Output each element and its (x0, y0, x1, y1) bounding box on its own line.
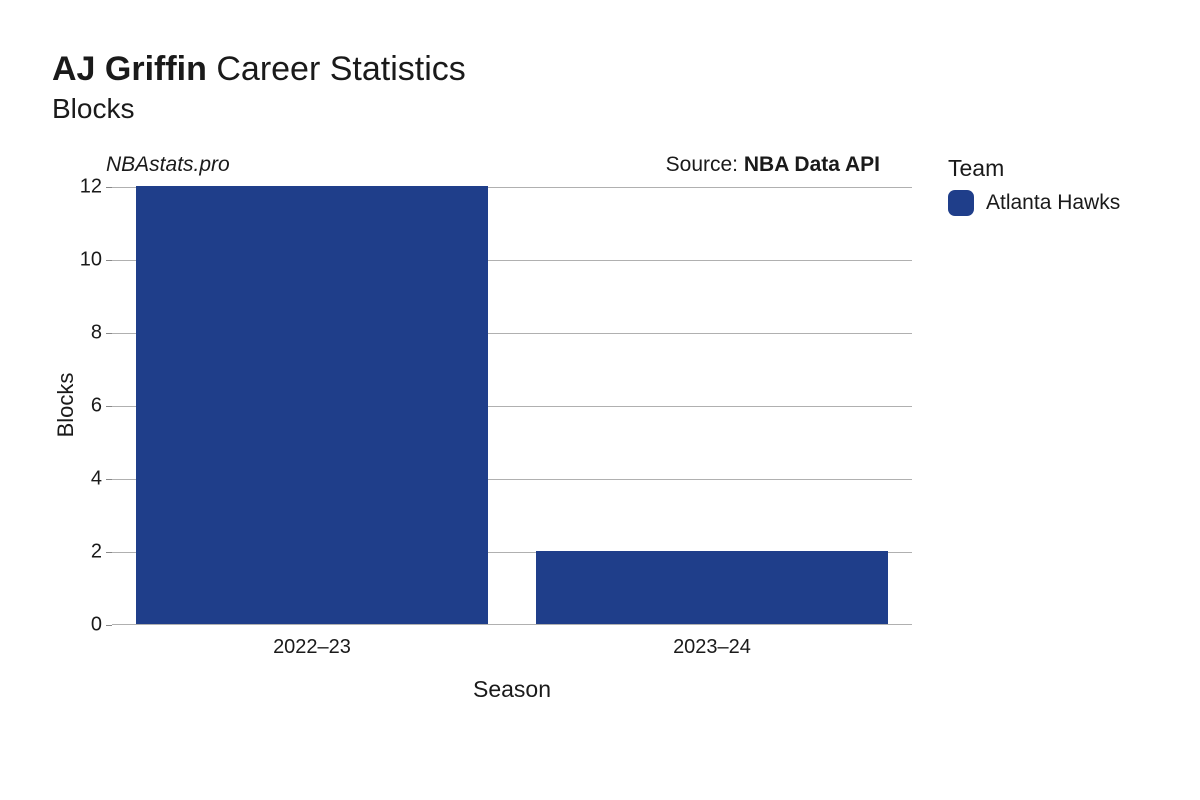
y-tick-mark (106, 260, 112, 261)
plot-wrap: Blocks Season 0246810122022–232023–24 Te… (52, 187, 1170, 727)
y-tick-label: 10 (62, 248, 102, 271)
chart-container: AJ Griffin Career Statistics Blocks NBAs… (0, 0, 1200, 757)
source-name: NBA Data API (744, 153, 880, 176)
x-axis-label: Season (473, 676, 551, 703)
bar (536, 551, 888, 624)
watermark: NBAstats.pro (106, 153, 230, 177)
bar (136, 186, 488, 624)
y-tick-mark (106, 406, 112, 407)
chart-title: AJ Griffin Career Statistics (52, 48, 1170, 91)
x-tick-label: 2022–23 (273, 636, 351, 659)
y-tick-mark (106, 479, 112, 480)
title-player-name: AJ Griffin (52, 50, 207, 88)
title-suffix: Career Statistics (207, 50, 466, 88)
source-attribution: Source: NBA Data API (666, 153, 880, 177)
plot-area: Blocks Season 0246810122022–232023–24 (112, 187, 912, 625)
y-tick-label: 8 (62, 321, 102, 344)
source-prefix: Source: (666, 153, 744, 176)
legend-title: Team (948, 155, 1120, 182)
y-tick-mark (106, 187, 112, 188)
y-tick-label: 2 (62, 540, 102, 563)
legend-label: Atlanta Hawks (986, 191, 1120, 215)
x-tick-label: 2023–24 (673, 636, 751, 659)
y-tick-label: 4 (62, 467, 102, 490)
y-tick-mark (106, 625, 112, 626)
legend: Team Atlanta Hawks (948, 155, 1120, 216)
legend-swatch (948, 190, 974, 216)
y-tick-label: 6 (62, 394, 102, 417)
chart-subtitle: Blocks (52, 93, 1170, 125)
y-tick-label: 12 (62, 175, 102, 198)
legend-item: Atlanta Hawks (948, 190, 1120, 216)
y-tick-mark (106, 333, 112, 334)
y-tick-label: 0 (62, 613, 102, 636)
y-tick-mark (106, 552, 112, 553)
